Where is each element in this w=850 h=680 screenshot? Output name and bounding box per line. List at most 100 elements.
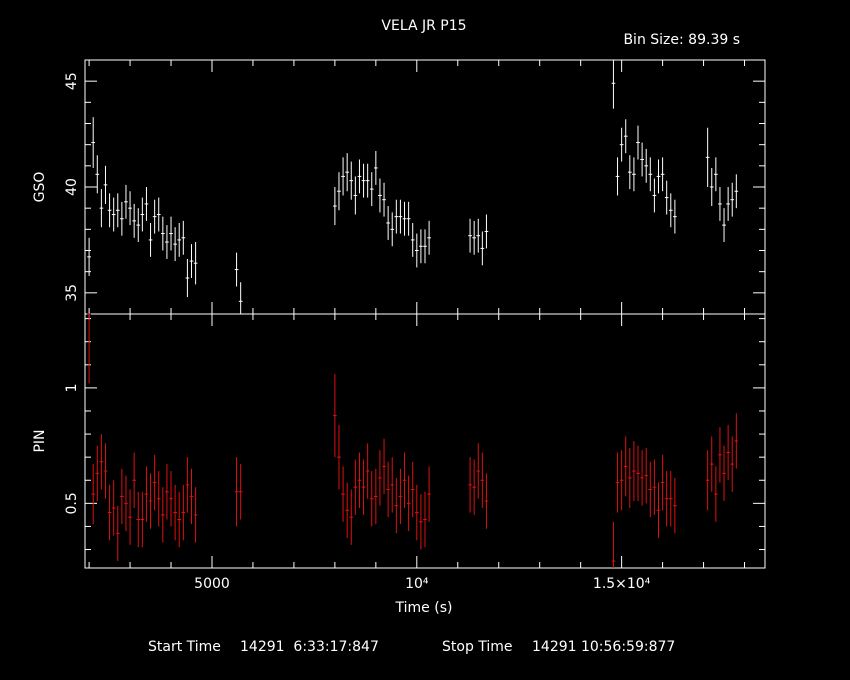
- time-tick-label: 10⁴: [405, 576, 429, 592]
- gso-data-point: [718, 187, 722, 221]
- gso-data-point: [99, 189, 104, 228]
- pin-data-point: [115, 505, 120, 562]
- pin-data-point: [406, 475, 411, 532]
- pin-data-point: [333, 374, 337, 458]
- gso-data-point: [648, 157, 653, 192]
- pin-data-point: [644, 447, 649, 504]
- pin-data-point: [484, 473, 489, 529]
- pin-data-point: [394, 477, 399, 534]
- gso-data-point: [95, 155, 100, 194]
- gso-data-point: [386, 206, 390, 240]
- pin-data-point: [177, 491, 182, 548]
- pin-axis-label: PIN: [32, 429, 48, 452]
- pin-data-point: [173, 484, 177, 541]
- gso-data-point: [132, 203, 136, 238]
- pin-data-point: [165, 464, 169, 520]
- pin-data-point: [369, 471, 374, 527]
- pin-tick-labels: 0.5 1 5000 10⁴ 1.5×10⁴: [64, 383, 651, 592]
- pin-data-point: [341, 466, 345, 522]
- pin-data-point: [353, 459, 358, 515]
- gso-data-point: [337, 172, 341, 211]
- pin-data-point: [640, 450, 644, 506]
- pin-data-point: [652, 459, 657, 515]
- gso-ytick-label: 45: [64, 72, 80, 90]
- time-tick-label: 5000: [194, 576, 230, 592]
- pin-data-point: [185, 457, 190, 513]
- pin-data-point: [365, 443, 370, 499]
- pin-ytick-label: 1: [64, 383, 80, 392]
- pin-data-point: [107, 484, 112, 541]
- pin-data-point: [234, 457, 239, 527]
- pin-data-point: [124, 475, 128, 532]
- gso-axis-label: GSO: [32, 172, 48, 203]
- pin-data-point: [423, 491, 427, 548]
- gso-data-point: [406, 201, 411, 236]
- gso-data-point: [423, 229, 427, 264]
- pin-data-point: [169, 471, 173, 527]
- gso-data-point: [480, 231, 485, 266]
- pin-data-point: [709, 436, 714, 492]
- pin-data-point: [361, 459, 366, 515]
- gso-data-point: [136, 208, 141, 243]
- pin-data-point: [398, 468, 403, 525]
- gso-data-point: [361, 163, 366, 198]
- pin-data-point: [357, 452, 362, 508]
- gso-data-point: [722, 208, 726, 243]
- pin-data-point: [390, 457, 395, 513]
- gso-axis-ticks: [85, 59, 765, 315]
- pin-data-point: [632, 441, 636, 502]
- gso-data-point: [472, 220, 476, 255]
- header: VELA JR P15 Bin Size: 89.39 s: [381, 18, 740, 48]
- gso-data-point: [124, 184, 128, 219]
- gso-data-point: [705, 127, 710, 187]
- gso-data-point: [660, 157, 665, 192]
- gso-data-point: [394, 199, 399, 234]
- pin-data-point: [705, 450, 710, 511]
- pin-data-point: [378, 450, 382, 506]
- pin-data-point: [664, 471, 669, 527]
- gso-tick-labels: 35 40 45: [64, 72, 80, 301]
- gso-data-point: [673, 199, 677, 234]
- pin-data-point: [419, 494, 423, 550]
- pin-axis-ticks: [85, 314, 765, 568]
- gso-data-point: [664, 180, 669, 215]
- gso-data-point: [189, 244, 194, 279]
- gso-data-point: [476, 218, 481, 253]
- gso-data-point: [91, 117, 96, 168]
- bin-size-label: Bin Size: 89.39 s: [623, 32, 740, 48]
- gso-data-point: [419, 229, 423, 264]
- pin-data-point: [619, 450, 624, 511]
- gso-data-point: [140, 197, 145, 232]
- pin-data-point: [120, 468, 124, 525]
- pin-data-point: [193, 487, 198, 543]
- pin-data-point: [718, 427, 722, 483]
- gso-data-point: [193, 242, 198, 285]
- gso-data-point: [668, 193, 673, 228]
- gso-data-point: [357, 159, 362, 194]
- gso-data-point: [402, 201, 407, 236]
- gso-data-point: [173, 227, 177, 262]
- pin-data-point: [673, 477, 677, 534]
- pin-data-point: [480, 452, 485, 508]
- pin-data-point: [181, 484, 186, 541]
- stop-time-label: Stop Time: [442, 639, 513, 655]
- gso-data-point: [169, 216, 173, 251]
- pin-data-point: [410, 461, 415, 518]
- gso-data-point: [353, 176, 358, 215]
- pin-data-point: [87, 313, 91, 384]
- gso-data-point: [427, 220, 431, 255]
- gso-data-point: [709, 167, 714, 207]
- gso-data-point: [615, 157, 620, 196]
- gso-data-point: [115, 193, 120, 228]
- gso-data-point: [627, 155, 632, 190]
- pin-data-point: [132, 452, 136, 508]
- pin-data-point: [345, 482, 350, 538]
- gso-data-point: [374, 151, 378, 185]
- pin-data-point: [103, 443, 108, 499]
- gso-data-point: [165, 225, 169, 259]
- pin-data-point: [337, 424, 341, 490]
- gso-data-point: [714, 157, 718, 192]
- gso-data-point: [611, 60, 616, 109]
- gso-data-point: [345, 153, 350, 192]
